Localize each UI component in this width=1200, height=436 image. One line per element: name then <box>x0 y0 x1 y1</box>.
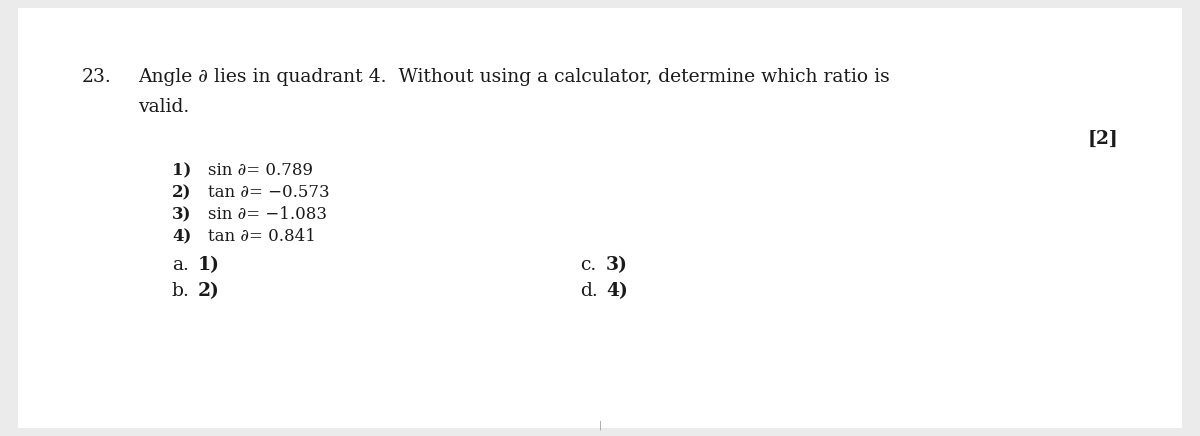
Text: 2): 2) <box>172 184 192 201</box>
Text: valid.: valid. <box>138 98 190 116</box>
Text: tan ∂= −0.573: tan ∂= −0.573 <box>208 184 330 201</box>
Text: 2): 2) <box>198 282 220 300</box>
Text: 1): 1) <box>172 162 191 179</box>
Text: sin ∂= −1.083: sin ∂= −1.083 <box>208 206 326 223</box>
Text: 3): 3) <box>606 256 628 274</box>
Text: 4): 4) <box>606 282 628 300</box>
Text: 1): 1) <box>198 256 220 274</box>
Text: Angle ∂ lies in quadrant 4.  Without using a calculator, determine which ratio i: Angle ∂ lies in quadrant 4. Without usin… <box>138 68 889 86</box>
Text: [2]: [2] <box>1087 130 1118 148</box>
Text: sin ∂= 0.789: sin ∂= 0.789 <box>208 162 313 179</box>
Text: a.: a. <box>172 256 188 274</box>
Text: c.: c. <box>580 256 596 274</box>
Text: tan ∂= 0.841: tan ∂= 0.841 <box>208 228 316 245</box>
Text: 23.: 23. <box>82 68 112 86</box>
Text: |: | <box>599 420 601 430</box>
Text: 4): 4) <box>172 228 191 245</box>
Text: d.: d. <box>580 282 598 300</box>
Text: 3): 3) <box>172 206 192 223</box>
Text: b.: b. <box>172 282 190 300</box>
